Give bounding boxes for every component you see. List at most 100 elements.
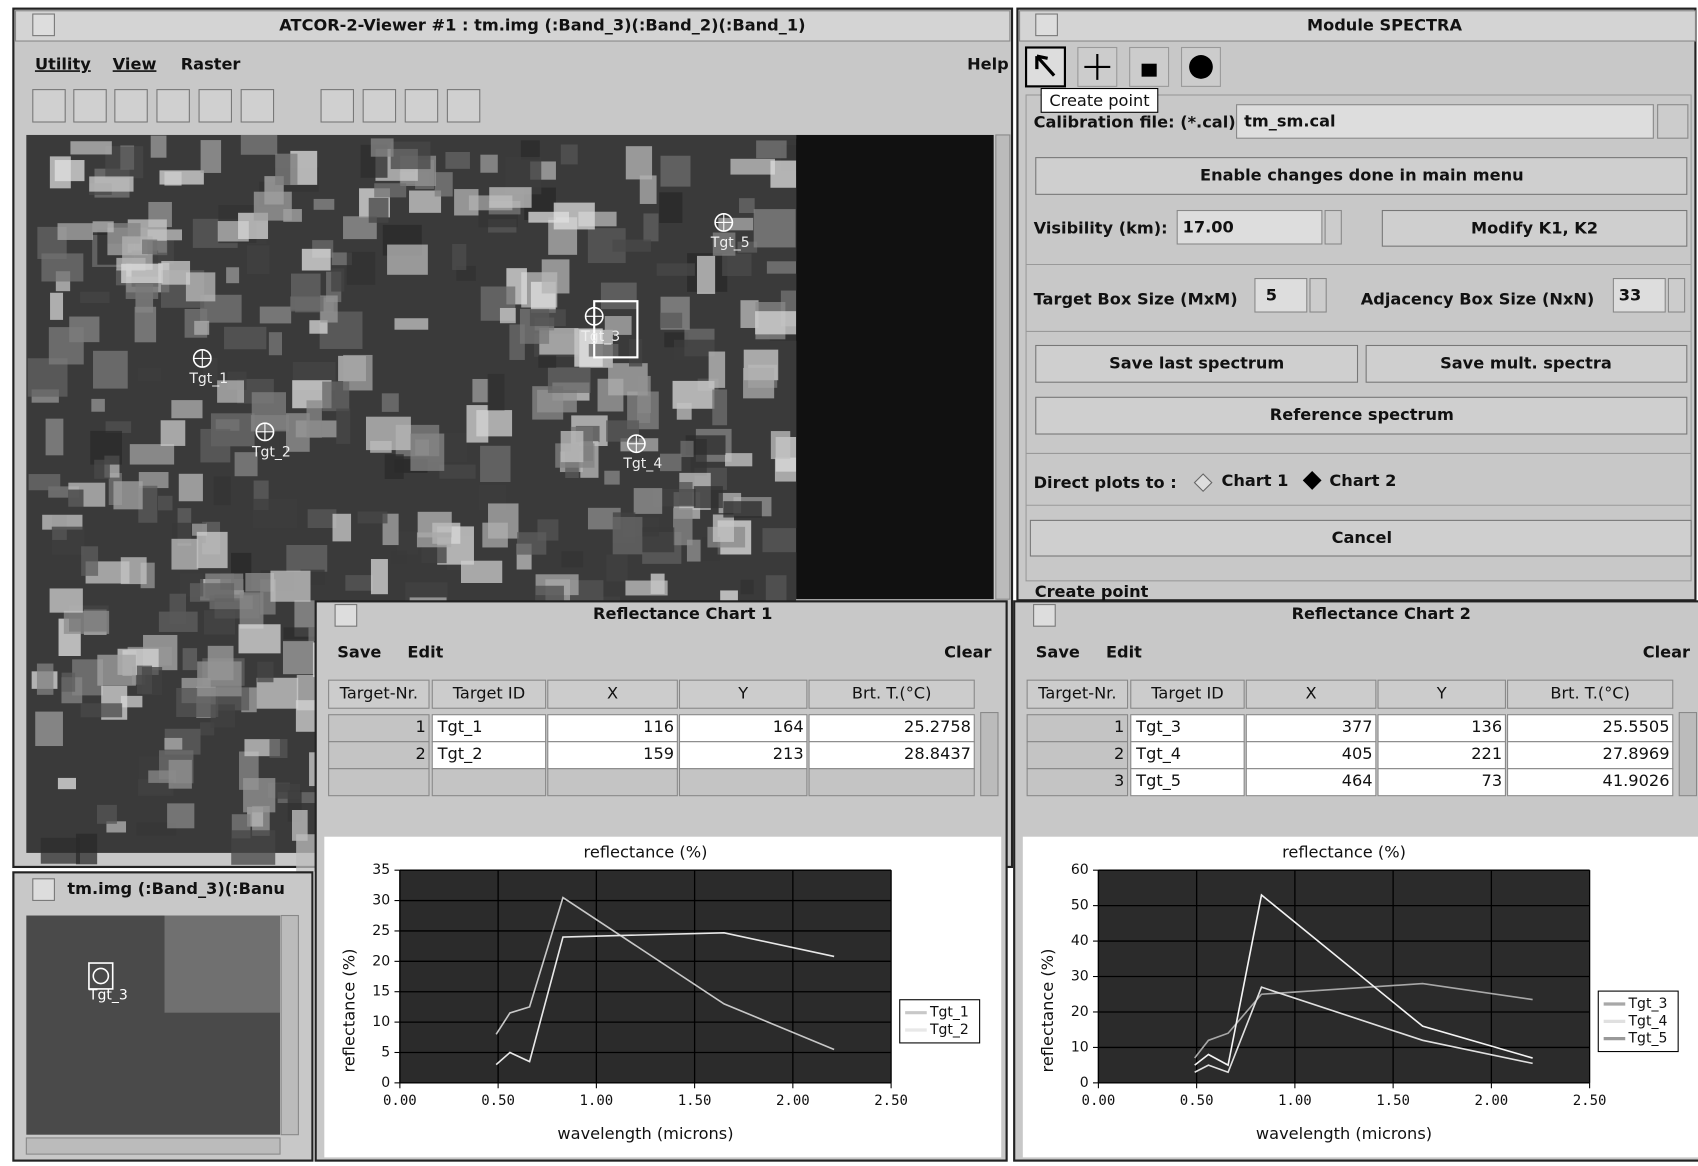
field-patch [52,527,85,555]
field-patch [530,309,566,326]
field-patch [254,192,292,221]
window-menu-button[interactable] [33,879,55,901]
menu-item[interactable]: Clear [1643,643,1690,662]
field-patch [260,307,291,324]
field-patch [371,138,394,156]
target-label: Tgt_5 [710,235,750,251]
field-patch [454,189,478,215]
text-input[interactable] [1255,279,1307,312]
tool-button[interactable] [447,90,479,122]
menu-item[interactable]: Edit [1106,643,1142,662]
spinner[interactable] [1325,211,1341,244]
chart-windows: Reflectance Chart 1SaveEditClearTarget-N… [316,601,1698,1160]
field-patch [542,259,570,293]
zoom-image-bright [165,916,281,1013]
field-patch [743,368,774,398]
field-patch [171,539,198,570]
file-browse-button[interactable] [1658,105,1688,138]
y-tick-label: 30 [1071,969,1089,985]
field-patch [121,557,147,584]
field-patch [554,203,595,230]
window-menu-button[interactable] [33,14,55,36]
field-patch [35,712,63,746]
window-menu-button[interactable] [1034,605,1056,627]
column-header-text: Target-Nr. [1037,684,1116,703]
field-patch [322,382,349,412]
input-value: 5 [1266,285,1277,304]
field-patch [70,141,111,154]
field-patch [164,172,181,186]
tool-button[interactable] [157,90,189,122]
column-header-text: Y [737,684,748,703]
field-patch [171,400,202,418]
legend-label: Tgt_2 [929,1022,969,1038]
legend-label: Tgt_1 [929,1005,969,1021]
cell-text: 164 [773,717,804,736]
chart-title: reflectance (%) [1282,842,1406,861]
tool-button[interactable] [33,90,65,122]
field-label: Target Box Size (MxM) [1034,290,1238,309]
field-patch [183,648,197,670]
field-patch [625,581,667,596]
menu-item[interactable]: Help [967,54,1009,73]
field-patch [521,140,540,159]
field-patch [709,352,725,388]
field-patch [634,488,662,514]
field-patch [41,253,83,281]
table-cell [329,769,429,796]
field-patch [385,454,404,479]
tool-button[interactable] [363,90,395,122]
radio-label: Chart 2 [1329,471,1396,490]
field-patch [722,254,751,276]
tool-button[interactable] [321,90,353,122]
menu-item[interactable]: Edit [407,643,443,662]
field-patch [659,192,682,223]
field-patch [64,611,109,634]
window-menu-button[interactable] [335,605,357,627]
menu-item[interactable]: Save [337,643,381,662]
y-tick-label: 15 [372,984,390,1000]
field-patch [756,140,787,158]
menu-item[interactable]: Raster [181,54,241,73]
column-header-text: Target-Nr. [339,684,418,703]
field-patch [741,580,754,594]
tool-button[interactable] [199,90,231,122]
input-value: 33 [1619,285,1642,304]
scrollbar[interactable] [996,135,1010,599]
spinner[interactable] [1668,279,1684,312]
y-tick-label: 30 [372,893,390,909]
cell-text: Tgt_1 [437,717,483,737]
status-text: Create point [1035,582,1149,601]
field-patch [269,332,282,355]
y-tick-label: 50 [1071,898,1089,914]
window-menu-button[interactable] [1036,14,1058,36]
cell-text: 2 [415,744,425,763]
spinner[interactable] [1310,279,1326,312]
field-patch [382,393,399,412]
window-title: Module SPECTRA [1307,15,1462,34]
field-patch [186,272,215,301]
tool-button[interactable] [241,90,273,122]
field-patch [200,429,230,463]
scrollbar[interactable] [1679,713,1696,796]
tool-button[interactable] [405,90,437,122]
scrollbar[interactable] [26,1138,280,1154]
field-patch [537,390,577,413]
field-patch [201,140,221,173]
tool-button[interactable] [115,90,147,122]
scrollbar[interactable] [281,916,298,1135]
scrollbar[interactable] [981,713,998,796]
menu-item[interactable]: Clear [944,643,991,662]
field-patch [358,511,388,523]
menu-item[interactable]: Save [1036,643,1080,662]
tool-button[interactable] [74,90,106,122]
cell-text: 159 [643,744,674,763]
chart-window: Reflectance Chart 1SaveEditClearTarget-N… [316,601,1007,1160]
field-patch [81,546,98,576]
menu-item[interactable]: View [113,54,157,73]
field-patch [488,374,505,410]
column-header-text: Brt. T.(°C) [1550,684,1630,703]
field-patch [29,474,61,490]
menu-item[interactable]: Utility [35,54,91,73]
field-patch [190,583,234,602]
